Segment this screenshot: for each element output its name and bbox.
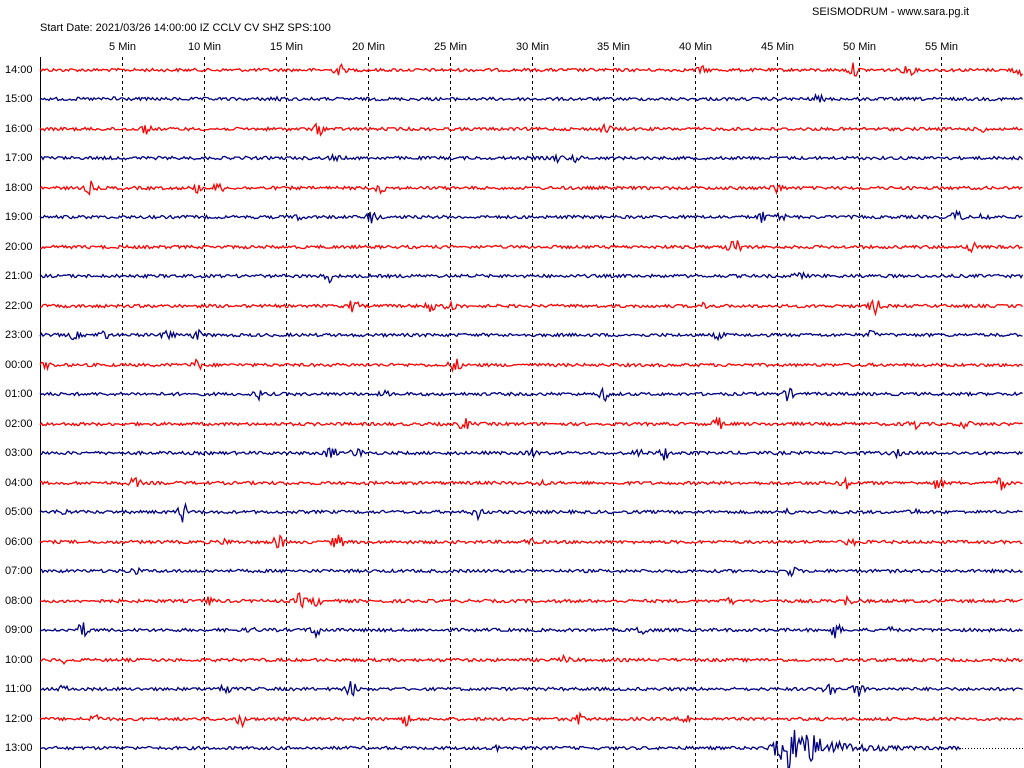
hour-label: 09:00 (5, 624, 33, 636)
minute-label: 50 Min (843, 41, 876, 53)
hour-label: 14:00 (5, 64, 33, 76)
minute-label: 5 Min (109, 41, 136, 53)
hour-label: 15:00 (5, 93, 33, 105)
hour-label: 13:00 (5, 742, 33, 754)
hour-label: 12:00 (5, 713, 33, 725)
trace (39, 271, 1024, 284)
trace (40, 447, 1023, 461)
hour-label: 00:00 (5, 359, 33, 371)
minute-label: 40 Min (679, 41, 712, 53)
trace (39, 122, 1023, 137)
hour-label: 18:00 (5, 182, 33, 194)
trace (39, 92, 1023, 103)
trace (39, 622, 1023, 640)
minute-label: 45 Min (761, 41, 794, 53)
hour-label: 06:00 (5, 536, 33, 548)
hour-label: 19:00 (5, 211, 33, 223)
hour-label: 22:00 (5, 300, 33, 312)
trace (39, 240, 1023, 254)
hour-label: 01:00 (5, 388, 33, 400)
trace (39, 328, 1023, 342)
hour-label: 10:00 (5, 654, 33, 666)
minute-label: 35 Min (597, 41, 630, 53)
hour-label: 05:00 (5, 506, 33, 518)
trace (39, 729, 962, 768)
start-info: Start Date: 2021/03/26 14:00:00 IZ CCLV … (40, 22, 331, 34)
hour-label: 03:00 (5, 447, 33, 459)
station-title: SEISMODRUM - www.sara.pg.it (812, 6, 969, 18)
trace (39, 592, 1023, 609)
hour-label: 02:00 (5, 418, 33, 430)
hour-label: 08:00 (5, 595, 33, 607)
hour-label: 07:00 (5, 565, 33, 577)
trace (39, 209, 1023, 224)
trace (39, 653, 1023, 666)
trace (39, 711, 1023, 729)
trace (39, 476, 1023, 491)
minute-label: 20 Min (352, 41, 385, 53)
hour-label: 23:00 (5, 329, 33, 341)
minute-label: 25 Min (434, 41, 467, 53)
trace (40, 566, 1023, 578)
minute-label: 55 Min (925, 41, 958, 53)
minute-label: 15 Min (270, 41, 303, 53)
hour-label: 16:00 (5, 123, 33, 135)
trace (39, 501, 1023, 523)
trace (39, 358, 1023, 373)
trace (39, 534, 1023, 549)
trace (39, 386, 1023, 403)
trace (39, 416, 1023, 431)
trace (39, 180, 1023, 196)
trace (39, 152, 1024, 165)
hour-label: 04:00 (5, 477, 33, 489)
minute-label: 30 Min (516, 41, 549, 53)
hour-label: 20:00 (5, 241, 33, 253)
trace (39, 62, 1024, 78)
trace (39, 681, 1023, 697)
hour-label: 11:00 (5, 683, 32, 695)
minute-label: 10 Min (188, 41, 221, 53)
trace (39, 298, 1023, 317)
hour-label: 21:00 (5, 270, 33, 282)
hour-label: 17:00 (5, 152, 33, 164)
